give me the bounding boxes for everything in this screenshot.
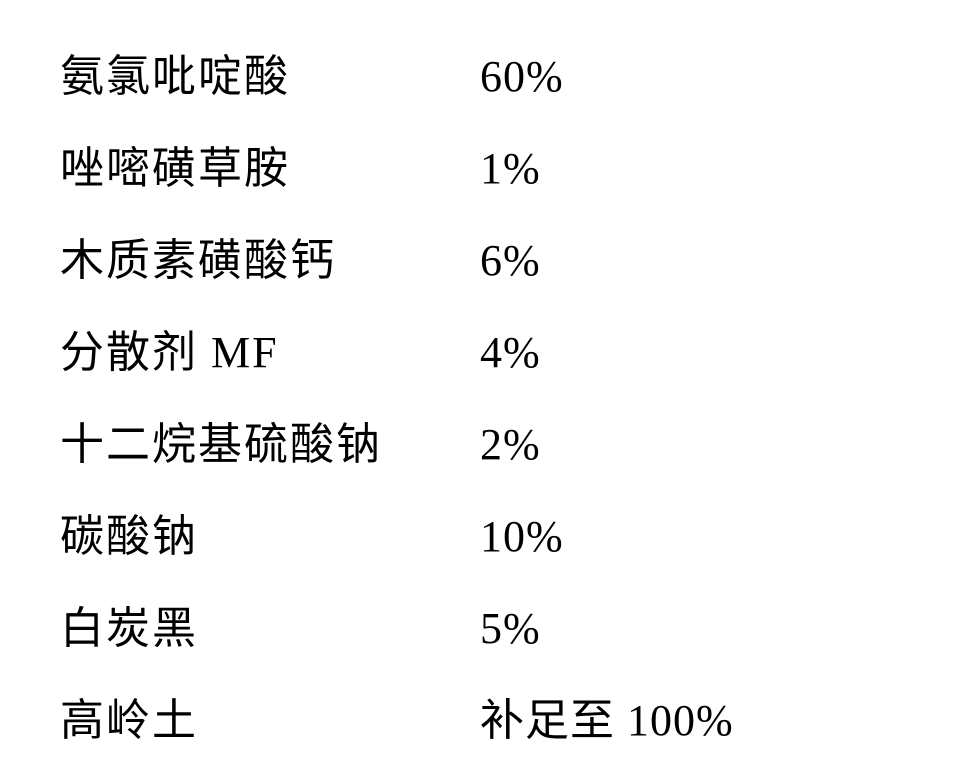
ingredient-value: 4%	[480, 327, 541, 378]
ingredient-label: 白炭黑	[60, 592, 480, 656]
ingredient-value: 补足至 100%	[480, 684, 734, 748]
ingredient-table: 氨氯吡啶酸 60% 唑嘧磺草胺 1% 木质素磺酸钙 6% 分散剂 MF 4% 十…	[60, 40, 899, 748]
table-row: 分散剂 MF 4%	[60, 316, 899, 380]
ingredient-label: 木质素磺酸钙	[60, 224, 480, 288]
table-row: 木质素磺酸钙 6%	[60, 224, 899, 288]
table-row: 唑嘧磺草胺 1%	[60, 132, 899, 196]
ingredient-label: 碳酸钠	[60, 500, 480, 564]
table-row: 十二烷基硫酸钠 2%	[60, 408, 899, 472]
ingredient-value: 5%	[480, 603, 541, 654]
table-row: 白炭黑 5%	[60, 592, 899, 656]
ingredient-label: 十二烷基硫酸钠	[60, 408, 480, 472]
table-row: 高岭土 补足至 100%	[60, 684, 899, 748]
ingredient-label: 高岭土	[60, 684, 480, 748]
ingredient-label: 唑嘧磺草胺	[60, 132, 480, 196]
ingredient-value: 6%	[480, 235, 541, 286]
table-row: 氨氯吡啶酸 60%	[60, 40, 899, 104]
ingredient-label: 分散剂 MF	[60, 316, 480, 380]
ingredient-value: 60%	[480, 51, 564, 102]
ingredient-value: 10%	[480, 511, 564, 562]
table-row: 碳酸钠 10%	[60, 500, 899, 564]
ingredient-value: 1%	[480, 143, 541, 194]
ingredient-label: 氨氯吡啶酸	[60, 40, 480, 104]
ingredient-value: 2%	[480, 419, 541, 470]
